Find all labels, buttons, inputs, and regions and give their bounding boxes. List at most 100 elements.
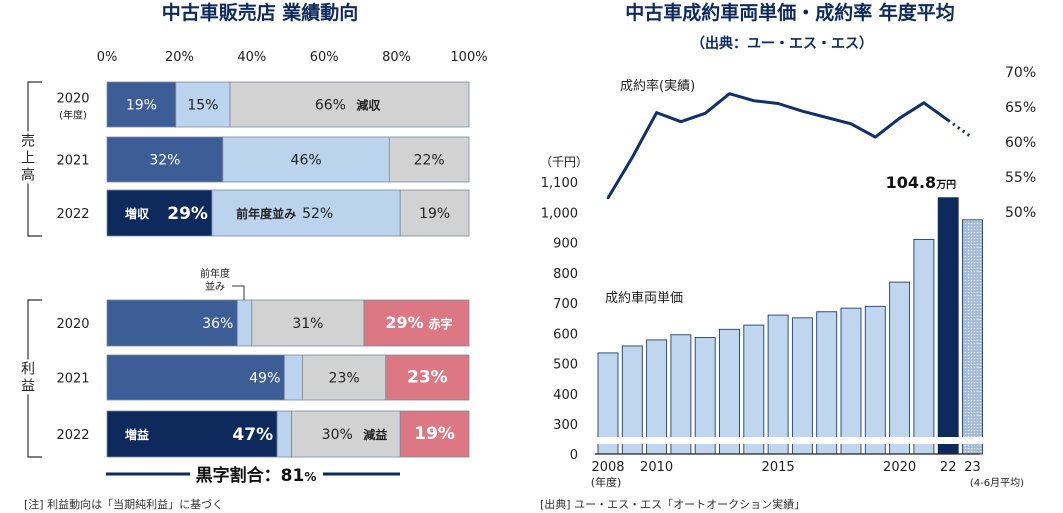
segment-tag: 前年度並み bbox=[236, 206, 296, 221]
rate-point bbox=[606, 196, 610, 200]
segment-value-label: 52% bbox=[302, 206, 333, 222]
black-ratio-label-part-0: 黒字割合：81 bbox=[196, 465, 305, 486]
rate-point bbox=[704, 112, 707, 115]
segment-value-label: 32% bbox=[149, 153, 180, 169]
black-ratio-label: 黒字割合：81% bbox=[196, 465, 317, 486]
rate-point bbox=[631, 156, 634, 159]
bar-segment bbox=[385, 354, 470, 401]
y2-tick-label: 65% bbox=[1005, 100, 1036, 116]
right-chart-title: 中古車成約車両単価・成約率 年度平均 bbox=[625, 1, 955, 24]
bar-segment bbox=[283, 354, 303, 401]
y-tick-label: 1,000 bbox=[541, 206, 578, 221]
rate-line-projection bbox=[947, 119, 974, 140]
rate-point bbox=[947, 119, 950, 122]
price-rate-chart: 中古車成約車両単価・成約率 年度平均 （出典：ユー・エス・エス） （千円） 0 300 4… bbox=[540, 1, 1036, 511]
segment-value-label: 31% bbox=[292, 316, 323, 332]
x-tick-label: 20% bbox=[165, 50, 194, 65]
bar-segment bbox=[106, 189, 213, 237]
group-label-mask bbox=[18, 359, 38, 378]
segment-value-label: 19% bbox=[126, 98, 157, 114]
highlight-value-label-part-0: 104.8 bbox=[886, 173, 937, 192]
black-ratio-label-part-1: % bbox=[304, 470, 316, 484]
group-label-char: 売 bbox=[21, 134, 35, 150]
rate-point bbox=[898, 117, 901, 120]
price-bar bbox=[791, 317, 813, 455]
segment-tag: 増益 bbox=[125, 427, 149, 442]
y2-tick-label: 50% bbox=[1005, 205, 1036, 221]
line-series-label: 成約率(実績) bbox=[620, 78, 695, 94]
bar-segment bbox=[106, 354, 285, 401]
bar-segment bbox=[229, 81, 470, 128]
rate-point bbox=[849, 122, 853, 126]
segment-value-label: 15% bbox=[187, 98, 218, 114]
rate-point bbox=[679, 120, 683, 123]
y-tick-label: 600 bbox=[553, 327, 578, 342]
y-tick-label: 1,100 bbox=[541, 176, 578, 191]
bar-segment bbox=[106, 299, 238, 347]
segment-value-label: 30% bbox=[322, 427, 353, 443]
x-tick-label: 22 bbox=[940, 460, 957, 475]
callout-leader-line bbox=[232, 285, 245, 300]
group-label-mask bbox=[18, 148, 38, 167]
row-year-label: 2022 bbox=[56, 428, 89, 443]
segment-value-label: 22% bbox=[414, 153, 445, 169]
segment-value-label: 29% bbox=[385, 313, 423, 332]
bar-segment bbox=[175, 81, 231, 128]
segment-value-label: 19% bbox=[419, 206, 450, 222]
bar-segment bbox=[399, 189, 470, 237]
x-tick-label: 100% bbox=[450, 50, 487, 65]
group-label-char: 利 bbox=[21, 362, 35, 378]
axis-break-band bbox=[595, 437, 985, 444]
y-tick-label: 500 bbox=[553, 358, 578, 373]
segment-value-label: 47% bbox=[232, 425, 273, 445]
segment-tag: 赤字 bbox=[429, 316, 453, 331]
segment-value-label: 36% bbox=[202, 316, 233, 332]
bar-segment bbox=[388, 136, 470, 183]
group-label-mask bbox=[18, 165, 38, 184]
segment-value-label: 66% bbox=[315, 98, 346, 114]
bar-segment bbox=[106, 81, 177, 128]
row-year-label: 2020 bbox=[56, 317, 89, 332]
left-footnote: [注] 利益動向は「当期純利益」に基づく bbox=[24, 497, 223, 511]
x-axis-note-right: (4-6月平均) bbox=[970, 477, 1024, 489]
left-chart-title: 中古車販売店 業績動向 bbox=[162, 1, 359, 24]
bar-segment bbox=[236, 299, 253, 347]
rate-point bbox=[825, 116, 828, 119]
row-year-label: 2021 bbox=[56, 372, 89, 387]
segment-value-label: 49% bbox=[249, 371, 280, 387]
rate-point bbox=[655, 111, 658, 114]
rate-point bbox=[728, 92, 731, 95]
price-bar bbox=[670, 334, 692, 455]
right-footnote: [出典] ユー・エス・エス「オートオークション実績」 bbox=[540, 497, 805, 511]
x-tick-label: 0% bbox=[97, 50, 118, 65]
bar-segment bbox=[211, 189, 401, 237]
x-tick-label: 2020 bbox=[883, 460, 916, 475]
rate-point bbox=[776, 102, 780, 105]
segment-value-label: 19% bbox=[414, 424, 455, 444]
row-year-label: 2022 bbox=[56, 207, 89, 222]
sales-profit-chart: 中古車販売店 業績動向 0% 20% 40% 60% 80% 100% 2020 (年度) 19%… bbox=[18, 1, 488, 511]
segment-tag: 減益 bbox=[363, 427, 387, 442]
segment-value-label: 23% bbox=[329, 371, 360, 387]
rate-point bbox=[752, 99, 755, 102]
group-label-char: 上 bbox=[21, 151, 35, 167]
segment-tag: 増収 bbox=[125, 206, 150, 221]
y-tick-label: 0 bbox=[570, 448, 578, 463]
group-label-char: 高 bbox=[21, 167, 35, 184]
y2-tick-label: 55% bbox=[1005, 170, 1036, 186]
bar-segment bbox=[106, 136, 224, 183]
group-label: 売上高 bbox=[21, 134, 35, 184]
price-bar bbox=[743, 324, 765, 455]
rate-point bbox=[922, 101, 926, 105]
y-axis-unit: （千円） bbox=[540, 155, 588, 169]
x-tick-label: 40% bbox=[237, 50, 266, 65]
y-tick-label: 800 bbox=[553, 267, 578, 282]
segment-value-label: 23% bbox=[407, 368, 448, 388]
rate-point bbox=[801, 110, 804, 113]
bar-segment bbox=[251, 299, 365, 347]
callout-label-line1: 前年度 bbox=[200, 267, 230, 280]
price-bar bbox=[719, 328, 740, 455]
right-chart-subtitle: （出典：ユー・エス・エス） bbox=[691, 35, 873, 52]
price-bar bbox=[913, 239, 935, 455]
